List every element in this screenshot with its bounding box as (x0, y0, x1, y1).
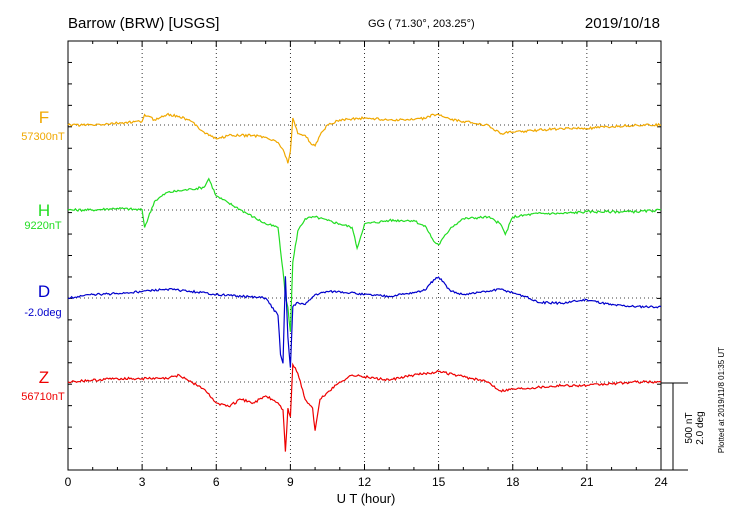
scale-deg-label: 2.0 deg (695, 411, 706, 444)
x-tick-label: 12 (358, 475, 372, 489)
baseline-layer (68, 124, 661, 383)
series-line-z (67, 362, 662, 452)
series-line-d (67, 276, 662, 368)
series-line-f (67, 112, 662, 164)
grid-layer (141, 41, 588, 470)
scale-nt-label: 500 nT (684, 412, 695, 443)
series-name-f: F (39, 108, 49, 127)
series-baseline-h: 9220nT (24, 220, 62, 232)
x-tick-label: 3 (139, 475, 146, 489)
x-tick-label: 21 (580, 475, 594, 489)
plotted-at-note: Plotted at 2019/11/8 01:35 UT (717, 347, 726, 453)
x-axis-label: U T (hour) (337, 491, 396, 506)
x-tick-label: 9 (287, 475, 294, 489)
series-name-z: Z (39, 368, 49, 387)
curve-layer (67, 112, 662, 452)
x-tick-label: 0 (65, 475, 72, 489)
x-tick-label: 18 (506, 475, 520, 489)
x-tick-label: 6 (213, 475, 220, 489)
series-name-d: D (38, 282, 50, 301)
series-baseline-z: 56710nT (21, 391, 65, 403)
tick-layer: 0 3 6 9 12 15 18 21 24 (65, 40, 668, 489)
station-title: Barrow (BRW) [USGS] (68, 15, 219, 32)
coordinates-label: GG ( 71.30°, 203.25°) (368, 18, 475, 30)
scale-bar (661, 382, 688, 471)
x-tick-label: 15 (432, 475, 446, 489)
series-name-h: H (38, 201, 50, 220)
x-tick-label: 24 (654, 475, 668, 489)
date-label: 2019/10/18 (585, 15, 660, 32)
series-baseline-f: 57300nT (21, 131, 65, 143)
series-baseline-d: -2.0deg (24, 307, 61, 319)
series-line-h (67, 177, 662, 332)
